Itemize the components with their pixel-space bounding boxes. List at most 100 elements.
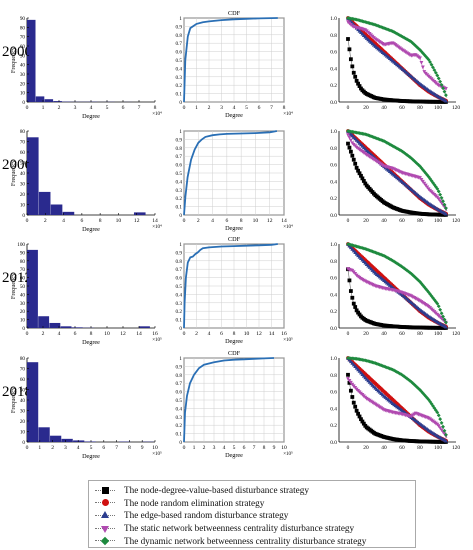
histogram-bar [50, 435, 62, 442]
x-tick-label: 0 [347, 105, 350, 111]
data-point [436, 76, 441, 81]
x-tick-label: 10 [244, 331, 250, 337]
cdf-panel: 0 0.1 0.2 0.3 0.4 0.5 0.6 0.7 0.8 0.9 1 0 1 2 3 4 5 6 7 8 CD… [176, 10, 294, 119]
y-tick-label: 80 [20, 259, 26, 265]
data-point [354, 308, 359, 313]
y-tick-label: 0.5 [176, 171, 183, 177]
y-tick-label: 0.0 [330, 440, 337, 446]
y-tick-label: 0.4 [176, 292, 183, 298]
x-tick-label: 0 [26, 105, 29, 111]
data-point [348, 138, 353, 143]
histogram-bar [60, 326, 72, 328]
x-axis-label: Degree [82, 226, 100, 233]
x-tick-label: 100 [434, 445, 442, 451]
legend-entry-dynamic-bc: The dynamic network betweenness centrali… [95, 534, 415, 547]
x-tick-label: 12 [134, 218, 140, 224]
y-tick-label: 0.0 [330, 100, 337, 106]
data-point [348, 289, 353, 293]
data-point [350, 295, 355, 300]
y-tick-label: 80 [20, 25, 26, 31]
x-tick-label: 8 [283, 105, 286, 111]
data-point [441, 314, 445, 319]
data-point [418, 48, 422, 52]
data-point [419, 60, 424, 65]
data-point [439, 428, 444, 433]
x-tick-label: 5 [245, 105, 248, 111]
data-point [346, 37, 350, 41]
robustness-panel: 0.0 0.2 0.4 0.6 0.8 1.0 0 20 40 60 80 100 120 [330, 16, 460, 111]
x-tick-label: 100 [434, 105, 442, 111]
y-tick-label: 0.8 [330, 259, 337, 265]
y-tick-label: 0.6 [330, 163, 337, 169]
data-point [416, 386, 421, 391]
x-tick-label: 4 [58, 331, 61, 337]
cdf-title: CDF [228, 10, 241, 17]
data-point [383, 26, 388, 31]
x-tick-label: 0 [26, 331, 29, 337]
y-tick-label: 80 [20, 356, 26, 362]
x-tick-label: 100 [434, 331, 442, 337]
x-tick-label: 4 [90, 105, 93, 111]
y-tick-label: 0.6 [176, 390, 183, 396]
y-tick-label: 0.7 [176, 267, 183, 273]
x-tick-label: 40 [381, 105, 387, 111]
x-tick-label: 12 [120, 331, 126, 337]
x-axis-label: Degree [225, 452, 243, 459]
x-tick-label: 2 [51, 445, 54, 451]
cdf-panel: 00.10.20.30.40.50.60.70.80.910 2 4 6 8 10 12 14… [176, 236, 294, 345]
histogram-bar [62, 211, 75, 215]
y-tick-label: 0.6 [330, 50, 337, 56]
data-point [354, 408, 359, 413]
data-point [379, 252, 384, 257]
y-tick-label: 0.8 [176, 146, 183, 152]
histogram-bar [73, 440, 85, 442]
histogram-bar [139, 326, 150, 328]
data-point [418, 56, 422, 61]
y-tick-label: 0 [179, 213, 182, 219]
y-tick-label: 0.2 [176, 196, 183, 202]
y-tick-label: 0.8 [176, 373, 183, 379]
data-point [392, 368, 396, 373]
robustness-panel: 0.0 0.2 0.4 0.6 0.8 1.0 0 20 40 60 80 100 120 [330, 129, 460, 224]
x-tick-label: 0 [347, 331, 350, 337]
x-tick-label: 120 [452, 445, 460, 451]
y-tick-label: 40 [20, 398, 26, 404]
data-point [436, 424, 441, 429]
x-tick-label: 120 [452, 331, 460, 337]
x-tick-label: 60 [399, 218, 405, 224]
y-axis-label: Frequency [10, 46, 17, 73]
histogram-bar [50, 204, 63, 215]
data-point [351, 301, 356, 306]
x-tick-label: 1 [193, 445, 196, 451]
y-tick-label: 1 [179, 16, 182, 22]
x-tick-label: 8 [128, 445, 131, 451]
data-point [383, 139, 388, 144]
data-point [444, 93, 448, 98]
y-tick-label: 50 [20, 53, 26, 59]
data-point [351, 157, 356, 162]
cdf-line [183, 130, 278, 216]
y-tick-label: 50 [20, 284, 26, 290]
y-tick-label: 0.2 [176, 83, 183, 89]
data-point [347, 278, 352, 283]
data-point [419, 49, 424, 54]
data-point [347, 47, 352, 52]
x-tick-label: 20 [363, 445, 369, 451]
histogram-bar [27, 362, 39, 442]
histogram-panel: 0 10 20 30 40 50 60 70 80 0 1 2 3 4 5 6 7 8 9 10 Degree ×10⁵ F… [10, 356, 162, 460]
data-point [353, 161, 358, 166]
data-point [377, 252, 382, 257]
histogram-bar [27, 19, 36, 102]
x-tick-label: 4 [208, 331, 211, 337]
y-tick-label: 90 [20, 250, 26, 256]
x-axis-label: Degree [82, 339, 100, 346]
y-tick-label: 0.7 [176, 154, 183, 160]
y-tick-label: 70 [20, 140, 26, 146]
data-point [435, 410, 440, 415]
y-tick-label: 20 [20, 192, 26, 198]
y-tick-label: 40 [20, 171, 26, 177]
x-tick-label: 3 [213, 445, 216, 451]
data-point [439, 311, 444, 316]
x-tick-label: 1 [42, 105, 45, 111]
cdf-line [183, 357, 275, 443]
